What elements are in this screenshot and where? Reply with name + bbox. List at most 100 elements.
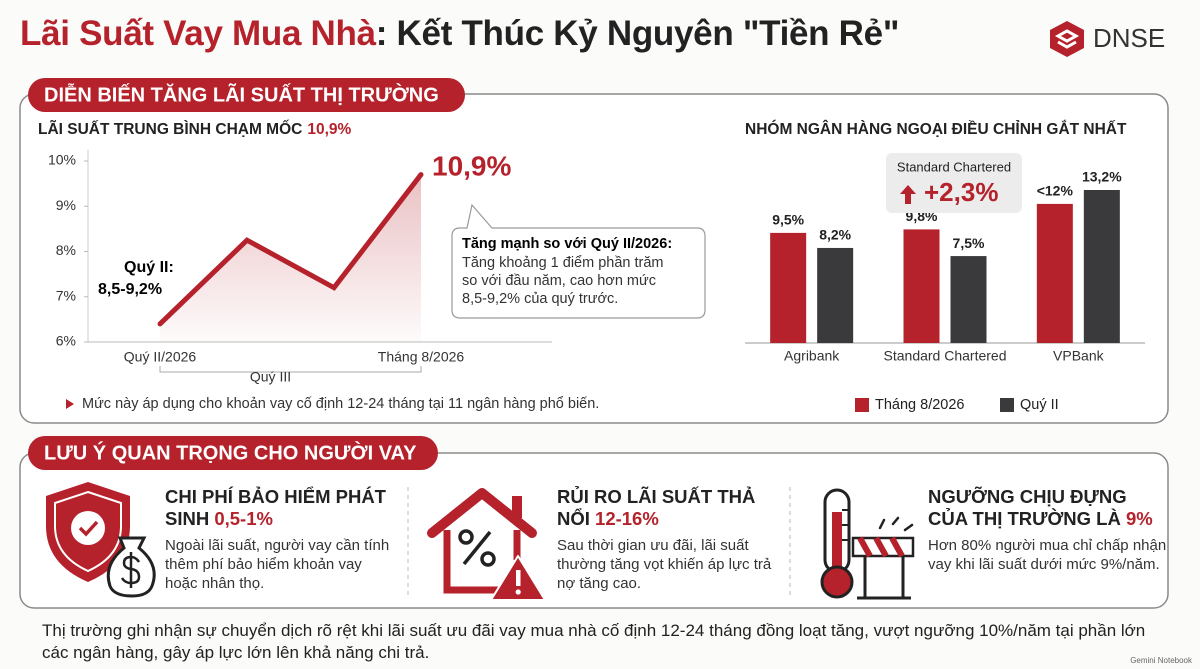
- tip-text: Ngoài lãi suất, người vay cần tính thêm …: [165, 537, 390, 592]
- callout-box: [451, 203, 706, 319]
- tip-title: RỦI RO LÃI SUẤT THẢ NỔI 12-16%: [557, 486, 789, 530]
- tip-text: Sau thời gian ưu đãi, lãi suất thường tă…: [557, 537, 772, 592]
- x-tick-label: Standard Chartered: [884, 348, 1007, 364]
- y-tick-label: 6%: [56, 333, 76, 349]
- bar-label: 7,5%: [953, 235, 985, 251]
- chart-title-main: LÃI SUẤT TRUNG BÌNH CHẠM MỐC: [38, 120, 302, 138]
- bar: [770, 232, 807, 343]
- y-tick-label: 9%: [56, 197, 76, 213]
- line: [157, 172, 424, 327]
- bar-label: <12%: [1037, 183, 1074, 199]
- callout-line: 8,5-9,2% của quý trước.: [462, 291, 618, 307]
- logo-part: [1050, 21, 1084, 57]
- icon-threshold: [820, 488, 915, 600]
- logo: DNSE: [1050, 21, 1165, 57]
- icon-floating-rate-part: [458, 529, 474, 545]
- icon-floating-rate-part: [512, 496, 522, 518]
- icon-insurance-part: [71, 511, 105, 545]
- chart-note: Mức này áp dụng cho khoản vay cố định 12…: [82, 396, 599, 412]
- tip-title: CHI PHÍ BẢO HIỂM PHÁT SINH 0,5-1%: [165, 486, 397, 530]
- bar: [903, 229, 940, 343]
- icon-floating-rate-part: [515, 589, 521, 595]
- icon-threshold-part: [832, 512, 842, 578]
- section-pill: [28, 78, 465, 112]
- title-main: Lãi Suất Vay Mua Nhà: [20, 14, 376, 53]
- bar-label: 13,2%: [1082, 169, 1122, 185]
- line-area: [160, 174, 421, 342]
- section-label: DIỄN BIẾN TĂNG LÃI SUẤT THỊ TRƯỜNG: [44, 82, 439, 106]
- bar-label: 9,5%: [772, 212, 804, 228]
- logo-part: [1054, 29, 1080, 49]
- start-value: 8,5-9,2%: [98, 281, 162, 298]
- y-tick-label: 7%: [56, 287, 76, 303]
- icon-threshold-part: [842, 509, 849, 541]
- icon-floating-rate-part: [480, 551, 496, 567]
- bar: [1083, 190, 1120, 343]
- period-bracket: [159, 366, 422, 373]
- icon-threshold-part: [878, 516, 914, 532]
- callout-line: so với đầu năm, cao hơn mức: [462, 273, 656, 289]
- tip-title-text: CHI PHÍ BẢO HIỂM PHÁT SINH: [165, 486, 386, 529]
- section-label: LƯU Ý QUAN TRỌNG CHO NGƯỜI VAY: [44, 440, 417, 464]
- legend-swatch: [1000, 398, 1014, 412]
- icon-threshold-part: [820, 565, 854, 599]
- icon-floating-rate-part: [443, 530, 521, 594]
- end-value: 10,9%: [432, 150, 511, 181]
- icon-floating-rate-part: [427, 488, 537, 538]
- icon-floating-rate-part: [516, 570, 521, 586]
- line-chart: 6% 7% 8% 9% 10% Quý II/2026 Tháng 8/2026 Quý II…: [48, 150, 552, 385]
- icon-insurance-part: [120, 552, 141, 588]
- y-tick-label: 8%: [56, 242, 76, 258]
- page-title: Lãi Suất Vay Mua Nhà: Kết Thúc Kỷ Nguyên…: [20, 14, 899, 54]
- chart-title: NHÓM NGÂN HÀNG NGOẠI ĐIỀU CHỈNH GẮT NHẤT: [745, 120, 1127, 138]
- bullet: [66, 399, 74, 409]
- legend-label: Quý II: [1020, 397, 1059, 413]
- icon-threshold-part: [857, 556, 911, 600]
- chart-title: LÃI SUẤT TRUNG BÌNH CHẠM MỐC 10,9%: [38, 120, 352, 138]
- tip-text: Hơn 80% người mua chỉ chấp nhận vay khi …: [928, 537, 1167, 573]
- tip-title: NGƯỠNG CHỊU ĐỰNG CỦA THỊ TRƯỜNG LÀ 9%: [928, 486, 1168, 530]
- chart-title-highlight: 10,9%: [307, 121, 351, 138]
- period-label: Quý III: [250, 369, 291, 385]
- bar-label: 8,2%: [819, 227, 851, 243]
- tip-highlight: 12-16%: [595, 508, 659, 529]
- icon-insurance-part: [54, 490, 122, 573]
- tip: CHI PHÍ BẢO HIỂM PHÁT SINH 0,5-1% Ngoài …: [165, 486, 397, 593]
- icon-floating-rate: [427, 488, 546, 601]
- watermark: Gemini Notebook: [1130, 656, 1193, 665]
- callout-line: Tăng khoảng 1 điểm phần trăm: [462, 255, 664, 271]
- logo-text: DNSE: [1093, 23, 1165, 53]
- footer: Thị trường ghi nhận sự chuyển dịch rõ rệ…: [42, 621, 1146, 662]
- tip: RỦI RO LÃI SUẤT THẢ NỔI 12-16% Sau thời …: [557, 486, 789, 593]
- x-tick-label: Tháng 8/2026: [378, 349, 465, 365]
- icon-floating-rate-part: [462, 530, 492, 566]
- title-rest: : Kết Thúc Kỷ Nguyên "Tiền Rẻ": [375, 14, 900, 53]
- tip: NGƯỠNG CHỊU ĐỰNG CỦA THỊ TRƯỜNG LÀ 9% Hơ…: [928, 486, 1168, 574]
- bar: [950, 256, 987, 343]
- legend-label: Tháng 8/2026: [875, 397, 965, 413]
- start-title: Quý II:: [124, 259, 174, 276]
- tip-highlight: 0,5-1%: [214, 508, 273, 529]
- up-arrow: [900, 185, 916, 204]
- bar: [817, 247, 854, 343]
- annotation-change: +2,3%: [924, 177, 998, 207]
- panel: [19, 452, 1169, 609]
- icon-insurance: [46, 482, 156, 598]
- annotation-box: [886, 153, 1022, 213]
- x-tick-label: Agribank: [784, 348, 840, 364]
- section-pill: [28, 436, 438, 470]
- callout-title: Tăng mạnh so với Quý II/2026:: [462, 236, 672, 252]
- tip-title-text: RỦI RO LÃI SUẤT THẢ NỔI: [557, 486, 756, 529]
- icon-threshold-part: [857, 536, 905, 558]
- tip-title-text: NGƯỠNG CHỊU ĐỰNG CỦA THỊ TRƯỜNG LÀ: [928, 486, 1127, 529]
- icon-insurance-part: [78, 520, 99, 537]
- annotation-bank: Standard Chartered: [897, 159, 1011, 174]
- bar: [1036, 203, 1073, 343]
- x-tick-label: Quý II/2026: [124, 349, 197, 365]
- tip-highlight: 9%: [1125, 508, 1153, 529]
- y-tick-label: 10%: [48, 152, 76, 168]
